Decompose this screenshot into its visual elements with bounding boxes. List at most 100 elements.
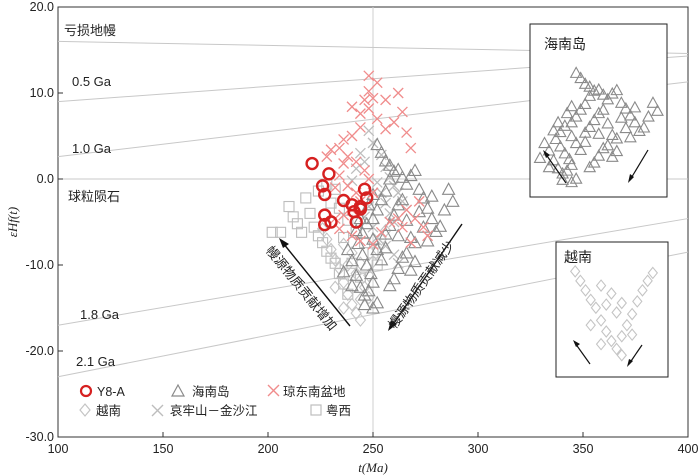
point-hainan [359, 257, 374, 271]
inset-vietnam-arrow-right-head [627, 359, 633, 367]
point-qiongdongnan [346, 130, 358, 142]
point-qiongdongnan [325, 144, 337, 156]
inset-hainan-point [623, 130, 637, 143]
inset-vietnam-point [595, 314, 607, 327]
inset-vietnam-marks [569, 264, 659, 362]
inset-hainan-point [651, 104, 664, 116]
inset-vietnam-point [616, 296, 627, 310]
inset-vietnam-point [637, 283, 648, 297]
inset-hainan-point [605, 128, 619, 141]
inset-hainan-arrow-left-head [543, 150, 550, 158]
inset-hainan-point [601, 116, 615, 129]
inset-hainan-point [637, 120, 651, 133]
inset-hainan-point [642, 109, 655, 122]
inset-vietnam-point [601, 298, 612, 311]
inset-vietnam-point [626, 307, 638, 321]
point-yuexi [304, 207, 316, 219]
data-marks [266, 70, 460, 327]
point-hainan [370, 295, 385, 309]
inset-vietnam-point [611, 342, 622, 356]
inset-hainan-point [596, 141, 610, 154]
point-hainan [399, 213, 414, 226]
inset-vietnam-point [647, 266, 659, 280]
x-tick-label: 300 [468, 442, 489, 456]
point-ailaoshan [346, 175, 358, 187]
legend-label-vietnam: 越南 [96, 403, 121, 418]
point-vietnam [346, 246, 358, 260]
point-qiongdongnan [396, 221, 408, 233]
inset-vietnam-point [595, 279, 607, 292]
inset-hainan-point [549, 132, 563, 145]
point-vietnam [367, 254, 379, 269]
point-qiongdongnan [409, 213, 421, 225]
point-qiongdongnan [392, 213, 404, 225]
point-qiongdongnan [401, 127, 413, 139]
point-yuexi [300, 192, 312, 204]
point-qiongdongnan [422, 230, 434, 242]
y-tick-label: 10.0 [30, 86, 54, 100]
inset-hainan-point [574, 103, 588, 115]
point-hainan [445, 194, 460, 207]
point-hainan [433, 219, 448, 232]
point-qiongdongnan [333, 142, 345, 154]
inset-hainan-point [569, 66, 583, 78]
point-qiongdongnan [359, 94, 371, 106]
point-hainan [395, 192, 410, 206]
point-vietnam [329, 280, 341, 295]
point-hainan [408, 163, 422, 176]
inset-vietnam-arrow-left [574, 342, 591, 365]
point-qiongdongnan [338, 133, 350, 145]
y-axis-title: εHf(t) [5, 207, 20, 237]
point-qiongdongnan [338, 209, 350, 221]
y-tick-label: 0.0 [37, 172, 54, 186]
inset-hainan-point [562, 152, 576, 165]
point-hainan [387, 271, 401, 285]
inset-hainan-point [547, 123, 560, 136]
inset-hainan-point [565, 99, 579, 112]
point-qiongdongnan [417, 221, 429, 233]
point-qiongdongnan [363, 70, 375, 82]
legend-marker-hainan [170, 383, 186, 397]
inset-vietnam-point [585, 318, 596, 332]
inset-hainan-point [533, 151, 547, 164]
point-hainan [395, 170, 410, 183]
reference-line-label: 球粒陨石 [68, 189, 120, 204]
x-axis-title: t(Ma) [358, 460, 388, 475]
inset-hainan-point [569, 172, 583, 184]
y-tick-label: -10.0 [26, 258, 55, 272]
inset-vietnam-frame [555, 241, 669, 378]
x-tick-label: 400 [678, 442, 699, 456]
inset-hainan-point [583, 120, 597, 132]
point-qiongdongnan [413, 195, 425, 207]
y-tick-label: -20.0 [26, 344, 55, 358]
point-yuexi [291, 218, 303, 230]
inset-hainan-point [587, 155, 601, 168]
inset-hainan-point [628, 115, 642, 128]
inset-hainan-point [542, 160, 556, 173]
x-tick-label: 250 [363, 442, 384, 456]
point-y8a [349, 215, 363, 229]
point-hainan [366, 275, 380, 288]
point-y8a [360, 191, 374, 205]
inset-hainan-point [619, 121, 633, 134]
legend-label-qiongdongnan: 琼东南盆地 [283, 384, 346, 399]
inset-hainan-point [605, 86, 619, 99]
point-hainan [416, 190, 431, 204]
inset-hainan-point [601, 92, 615, 105]
point-ailaoshan [380, 240, 392, 252]
inset-vietnam-point [569, 264, 581, 278]
point-hainan [345, 253, 359, 267]
legend-marker-yuexi [310, 404, 322, 416]
inset-hainan-point [560, 163, 574, 176]
point-y8a [315, 179, 330, 193]
point-qiongdongnan [342, 180, 354, 192]
point-hainan [382, 158, 397, 171]
point-hainan [374, 145, 389, 158]
inset-hainan-point [538, 136, 551, 149]
point-qiongdongnan [363, 173, 375, 185]
point-hainan [424, 211, 439, 225]
inset-vietnam-point [626, 328, 638, 342]
inset-hainan-point [569, 109, 583, 122]
point-hainan [399, 177, 414, 190]
point-qiongdongnan [359, 164, 371, 176]
